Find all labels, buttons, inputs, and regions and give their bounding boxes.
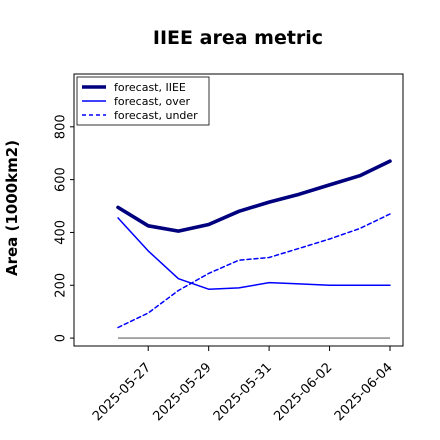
legend-label: forecast, over: [114, 95, 190, 108]
x-tick-label: 2025-05-27: [90, 360, 154, 424]
x-tick-label: 2025-05-31: [211, 360, 275, 424]
series-line-1: [117, 217, 391, 290]
series-line-0: [116, 159, 392, 233]
legend-label: forecast, under: [114, 109, 198, 122]
y-axis-label: Area (1000km2): [3, 140, 21, 276]
y-tick-label: 200: [54, 273, 69, 298]
series-line-2: [117, 213, 391, 329]
plot-frame: [73, 73, 404, 347]
y-axis: 0 200 400 600 800: [54, 114, 74, 342]
x-axis: 2025-05-272025-05-292025-05-312025-06-02…: [90, 346, 396, 424]
y-tick-label: 600: [54, 167, 69, 192]
x-tick-label: 2025-06-04: [332, 360, 396, 424]
y-tick-label: 400: [54, 220, 69, 245]
y-tick-label: 0: [54, 334, 69, 342]
y-tick-label: 800: [54, 114, 69, 139]
x-tick-label: 2025-06-02: [271, 360, 335, 424]
series-layer: [116, 159, 392, 329]
legend-label: forecast, IIEE: [114, 81, 186, 94]
chart-title: IIEE area metric: [153, 27, 323, 49]
x-tick-label: 2025-05-29: [150, 360, 214, 424]
